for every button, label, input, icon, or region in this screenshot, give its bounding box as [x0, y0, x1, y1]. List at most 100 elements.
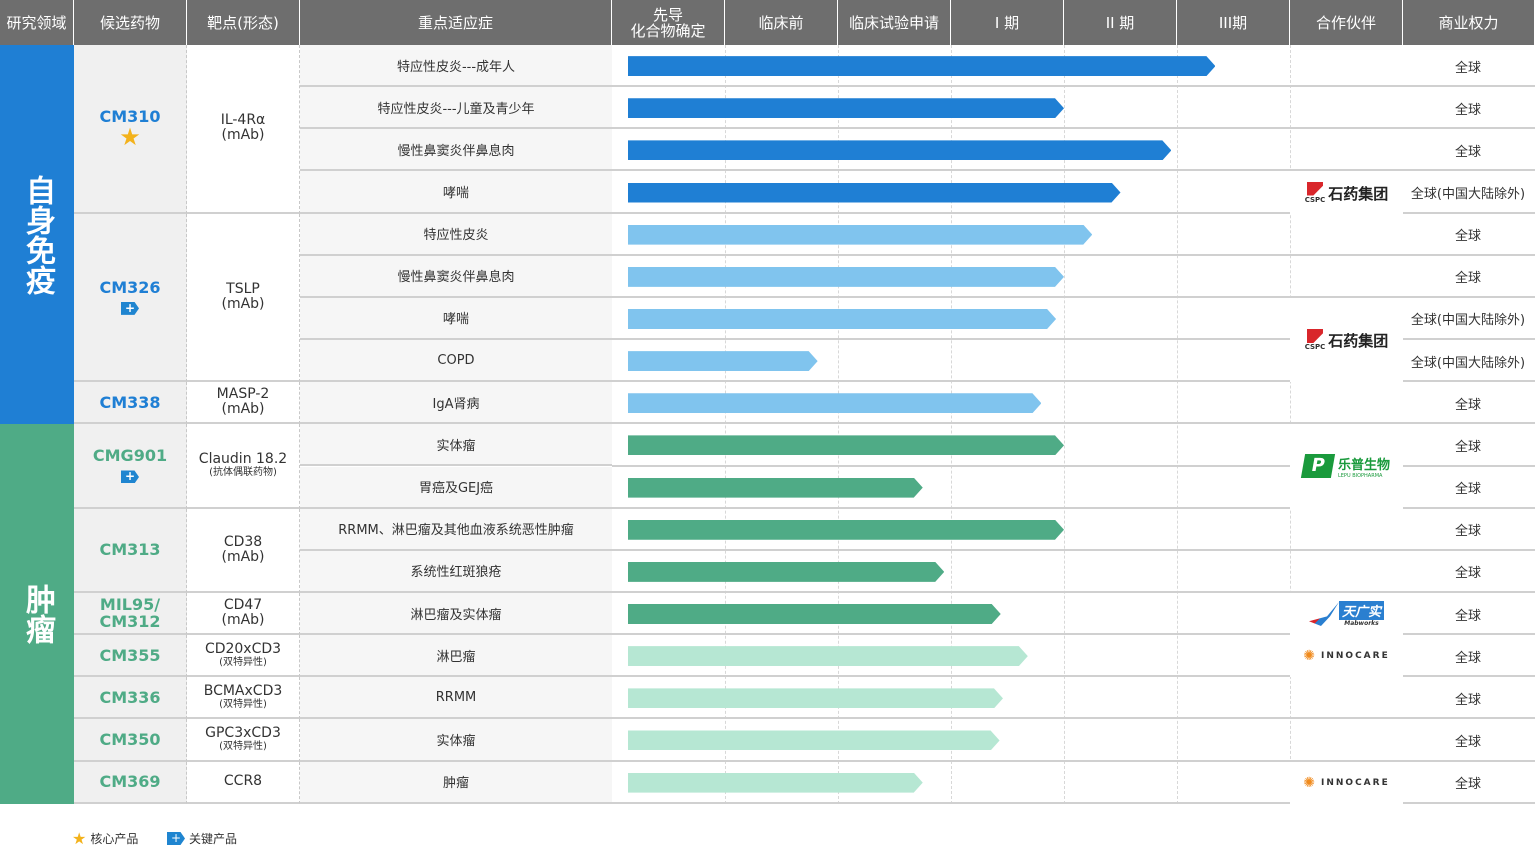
indication-cell: 慢性鼻窦炎伴鼻息肉	[300, 255, 612, 298]
header-11: 商业权力	[1403, 0, 1535, 45]
progress-bar	[628, 140, 1171, 160]
progress-bar	[628, 309, 1056, 329]
indication-cell: 淋巴瘤及实体瘤	[300, 592, 612, 636]
rights-cell: 全球	[1454, 144, 1481, 160]
rights-cell: 全球(中国大陆除外)	[1410, 187, 1526, 202]
header-4: 先导 化合物确定	[612, 0, 725, 45]
row-divider	[612, 717, 1535, 720]
row-divider	[612, 253, 1535, 256]
rights-cell: 全球	[1454, 102, 1481, 118]
drug-cell: MIL95/ CM312	[74, 592, 187, 636]
phase-divider	[951, 45, 952, 804]
progress-bar	[628, 56, 1215, 76]
target-cell: IL-4Rα (mAb)	[187, 45, 300, 214]
partner-cspc-logo: CSPC 石药集团	[1290, 297, 1403, 383]
indication-cell: 特应性皮炎---成年人	[300, 45, 612, 88]
indication-cell: 淋巴瘤	[300, 635, 612, 678]
drug-name: CM355	[99, 645, 161, 665]
rights-cell: 全球	[1454, 397, 1481, 413]
target-cell: Claudin 18.2 (抗体偶联药物)	[187, 424, 300, 509]
target-format: (mAb)	[221, 548, 265, 565]
partner-lepu-logo: P 乐普生物 LEPU BIOPHARMA	[1290, 424, 1403, 509]
progress-bar	[628, 435, 1064, 455]
target-name: CD38	[223, 533, 263, 550]
plus-badge-icon: +	[121, 301, 139, 315]
header-2: 靶点(形态)	[187, 0, 300, 45]
indication-cell: 系统性红斑狼疮	[300, 550, 612, 593]
indication-cell: 特应性皮炎	[300, 213, 612, 256]
progress-bar	[628, 225, 1092, 245]
row-divider	[612, 590, 1535, 593]
target-cell: CD38 (mAb)	[187, 508, 300, 593]
phase-divider	[838, 45, 839, 804]
target-name: TSLP	[226, 280, 260, 297]
drug-name: CM313	[99, 540, 161, 560]
row-divider	[612, 127, 1535, 130]
phase-divider	[1177, 45, 1178, 804]
indication-cell: 慢性鼻窦炎伴鼻息肉	[300, 129, 612, 172]
progress-bar	[628, 478, 923, 498]
row-divider	[612, 422, 1535, 425]
rights-cell: 全球	[1454, 271, 1481, 287]
drug-cell: CM326 +	[74, 213, 187, 383]
rights-cell: 全球	[1454, 692, 1481, 708]
progress-bar	[628, 98, 1064, 118]
legend-core: ★ 核心产品	[72, 830, 138, 847]
header-1: 候选药物	[74, 0, 187, 45]
indication-cell: IgA肾病	[300, 382, 612, 425]
rights-cell: 全球	[1454, 482, 1481, 498]
partner-innocare-logo: ✺ INNOCARE	[1290, 635, 1403, 678]
drug-name: CM369	[99, 772, 161, 792]
plus-badge-icon: +	[167, 832, 185, 845]
target-format: (mAb)	[221, 612, 265, 628]
drug-cell: CM350	[74, 719, 187, 762]
row-divider	[612, 380, 1535, 383]
rights-cell: 全球(中国大陆除外)	[1410, 313, 1526, 329]
target-cell: CCR8	[187, 761, 300, 804]
target-name: CD47	[223, 597, 263, 613]
partner-logo-text: CSPC	[1304, 343, 1326, 352]
progress-bar	[628, 604, 1001, 624]
target-name: Claudin 18.2	[198, 451, 288, 468]
partner-logo-text: INNOCARE	[1321, 651, 1390, 662]
indication-cell: 特应性皮炎---儿童及青少年	[300, 87, 612, 130]
rights-cell: 全球	[1454, 608, 1481, 624]
row-divider	[612, 338, 1535, 341]
partner-logo-text: 天广实	[1338, 601, 1384, 620]
target-cell: CD47 (mAb)	[187, 592, 300, 636]
target-format: (mAb)	[221, 295, 265, 312]
drug-cell: CM369	[74, 761, 187, 804]
row-divider	[612, 211, 1535, 214]
rights-cell: 全球	[1454, 777, 1481, 793]
indication-cell: 哮喘	[300, 297, 612, 341]
drug-cell: CM310 ★	[74, 45, 187, 214]
target-name: BCMAxCD3	[203, 683, 283, 700]
drug-name: CM338	[99, 392, 161, 412]
target-name: CD20xCD3	[204, 641, 282, 658]
target-format: (双特异性)	[219, 657, 267, 669]
header-5: 临床前	[725, 0, 838, 45]
header-9: III期	[1177, 0, 1290, 45]
partner-logo-text: CSPC	[1304, 195, 1326, 204]
progress-bar	[628, 730, 1000, 750]
row-divider	[612, 801, 1535, 804]
target-name: IL-4Rα	[220, 112, 266, 129]
partner-innocare-logo: ✺ INNOCARE	[1290, 761, 1403, 804]
header-7: I 期	[951, 0, 1064, 45]
progress-bar	[628, 646, 1028, 666]
target-format: (mAb)	[221, 127, 265, 144]
target-cell: TSLP (mAb)	[187, 213, 300, 383]
drug-cell: CM355	[74, 635, 187, 678]
rights-cell: 全球	[1454, 60, 1481, 76]
drug-name: CM326	[99, 277, 161, 297]
indication-cell: RRMM	[300, 677, 612, 720]
rights-cell: 全球	[1454, 650, 1481, 666]
target-format: (双特异性)	[219, 699, 267, 711]
progress-bar	[628, 773, 923, 793]
indication-cell: 胃癌及GEJ癌	[300, 466, 612, 509]
target-format: (双特异性)	[219, 741, 267, 753]
partner-logo-text: LEPU BIOPHARMA	[1337, 472, 1383, 479]
header-3: 重点适应症	[300, 0, 612, 45]
rights-cell: 全球	[1454, 229, 1481, 245]
progress-bar	[628, 183, 1121, 203]
